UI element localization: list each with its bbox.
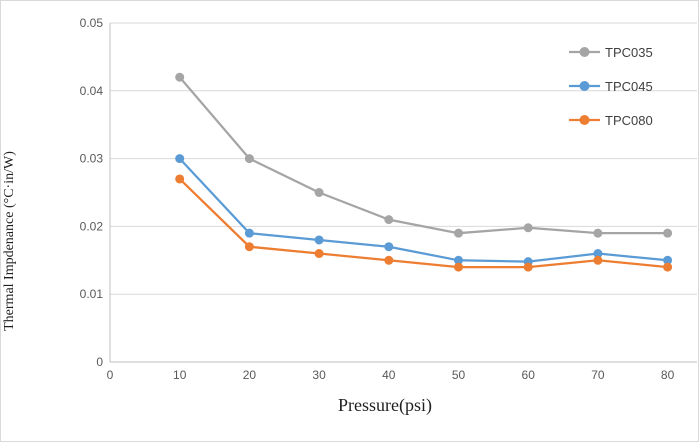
svg-text:60: 60 <box>522 368 536 382</box>
svg-text:0.05: 0.05 <box>80 16 104 30</box>
svg-text:0.03: 0.03 <box>80 152 104 166</box>
svg-text:70: 70 <box>591 368 605 382</box>
svg-text:TPC080: TPC080 <box>605 113 653 128</box>
svg-text:Thermal Impdenance (°C·in/W): Thermal Impdenance (°C·in/W) <box>2 151 17 331</box>
svg-text:0: 0 <box>96 355 103 369</box>
svg-text:80: 80 <box>661 368 675 382</box>
svg-text:50: 50 <box>452 368 466 382</box>
svg-text:10: 10 <box>173 368 187 382</box>
svg-text:Pressure(psi): Pressure(psi) <box>338 395 432 416</box>
svg-text:0.04: 0.04 <box>80 84 104 98</box>
svg-text:TPC035: TPC035 <box>605 45 653 60</box>
svg-text:TPC045: TPC045 <box>605 79 653 94</box>
svg-text:0: 0 <box>107 368 114 382</box>
svg-text:30: 30 <box>312 368 326 382</box>
svg-text:40: 40 <box>382 368 396 382</box>
svg-text:0.02: 0.02 <box>80 219 104 233</box>
svg-text:0.01: 0.01 <box>80 287 104 301</box>
svg-text:20: 20 <box>243 368 257 382</box>
